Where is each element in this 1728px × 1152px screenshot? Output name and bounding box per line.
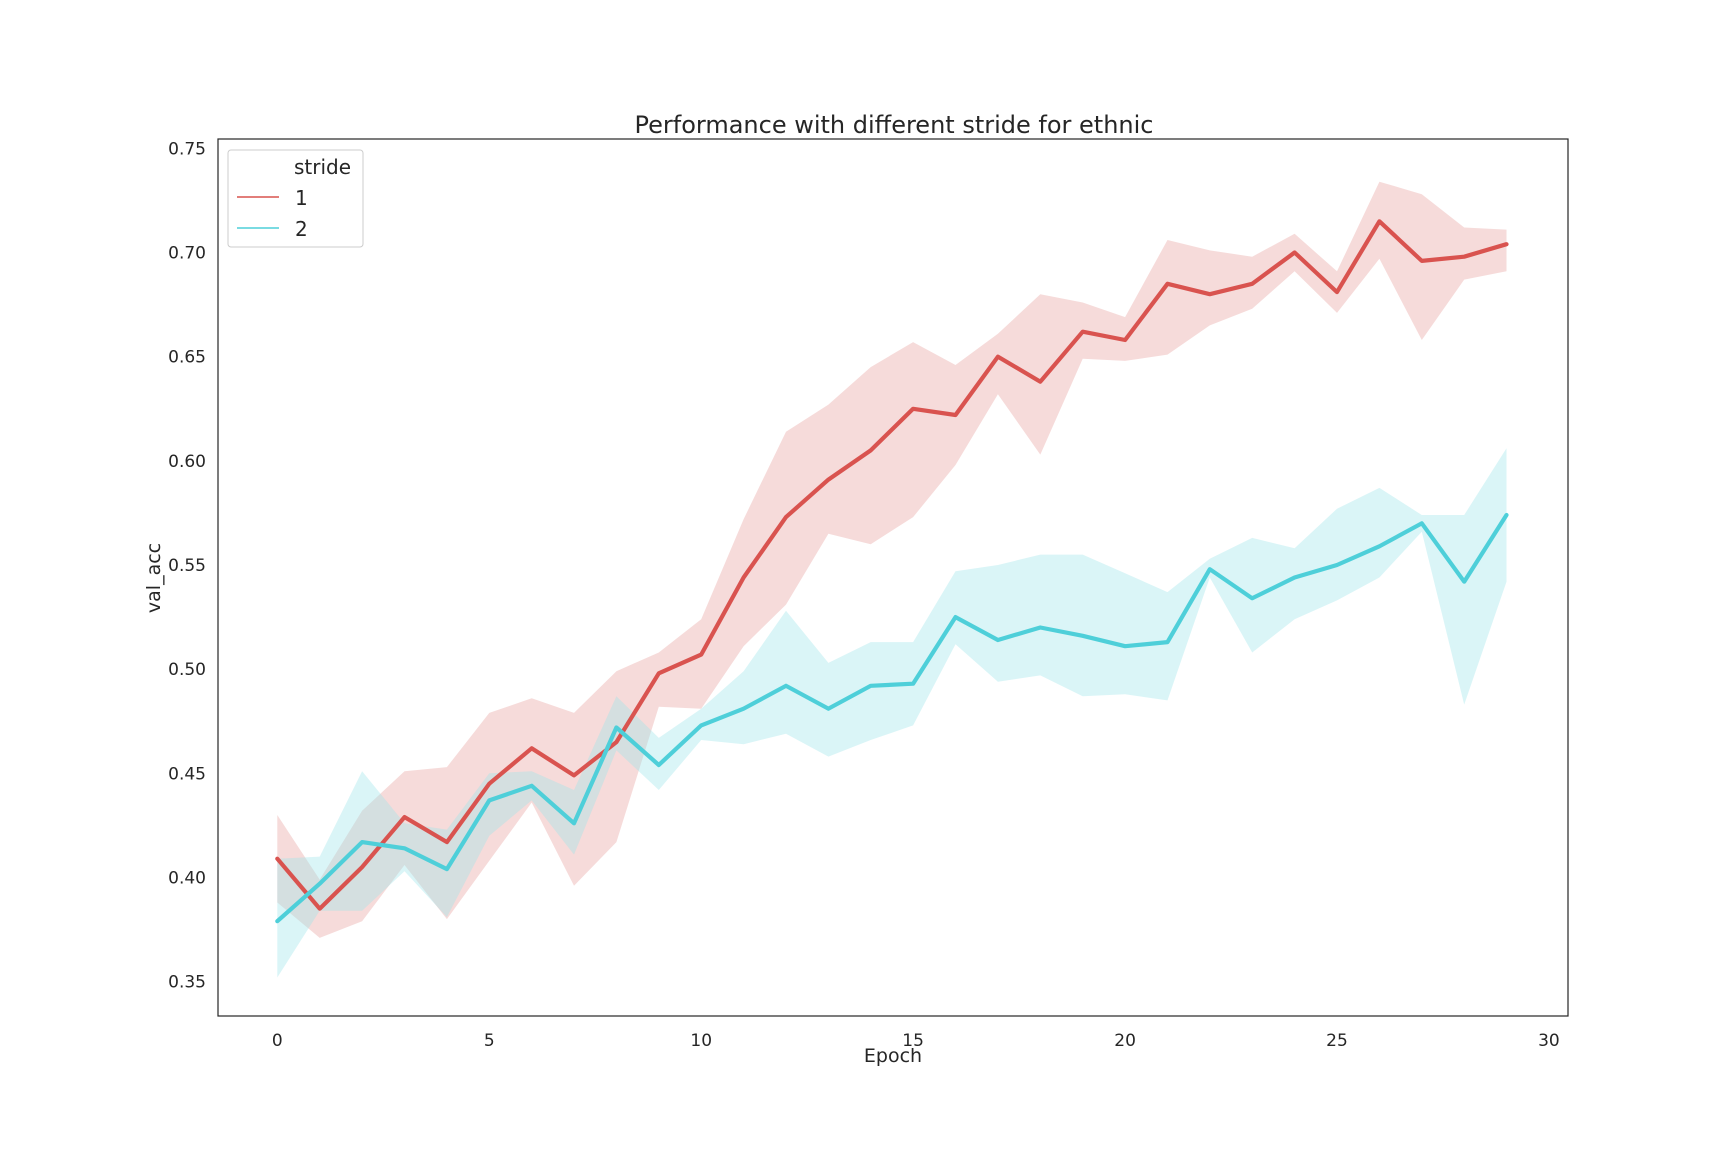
y-tick-label: 0.55 (168, 556, 206, 576)
y-tick-label: 0.70 (168, 244, 206, 264)
x-tick-label: 20 (1114, 1031, 1136, 1051)
x-tick-label: 15 (902, 1031, 924, 1051)
x-tick-label: 0 (272, 1031, 283, 1051)
y-tick-label: 0.50 (168, 660, 206, 680)
legend-label-series-1: 1 (295, 186, 308, 210)
x-tick-label: 5 (484, 1031, 495, 1051)
x-axis-label: Epoch (864, 1045, 922, 1067)
x-tick-label: 25 (1326, 1031, 1348, 1051)
legend-label-series-2: 2 (295, 217, 308, 241)
legend[interactable]: stride 1 2 (227, 149, 364, 248)
series-lines (275, 219, 1509, 924)
plot-frame (217, 138, 1569, 1017)
y-axis-label: val_acc (143, 543, 165, 613)
confidence-bands (277, 181, 1507, 978)
y-tick-label: 0.75 (168, 139, 206, 159)
chart-title: Performance with different stride for et… (635, 111, 1154, 139)
confidence-band-series-1 (277, 181, 1507, 938)
y-axis-ticks: 0.35 0.40 0.45 0.50 0.55 0.60 0.65 0.70 0.75 (168, 139, 206, 992)
x-tick-label: 10 (690, 1031, 712, 1051)
x-tick-label: 30 (1538, 1031, 1560, 1051)
y-tick-label: 0.45 (168, 764, 206, 784)
y-tick-label: 0.40 (168, 869, 206, 889)
y-tick-label: 0.65 (168, 348, 206, 368)
series-line-2 (275, 512, 1509, 924)
series-line-1 (275, 219, 1509, 911)
y-tick-label: 0.60 (168, 452, 206, 472)
legend-box (227, 149, 364, 248)
legend-title: stride (294, 155, 351, 179)
x-axis-ticks: 0 5 10 15 20 25 30 (272, 1031, 1560, 1051)
y-tick-label: 0.35 (168, 973, 206, 993)
confidence-band-series-2 (277, 448, 1507, 978)
